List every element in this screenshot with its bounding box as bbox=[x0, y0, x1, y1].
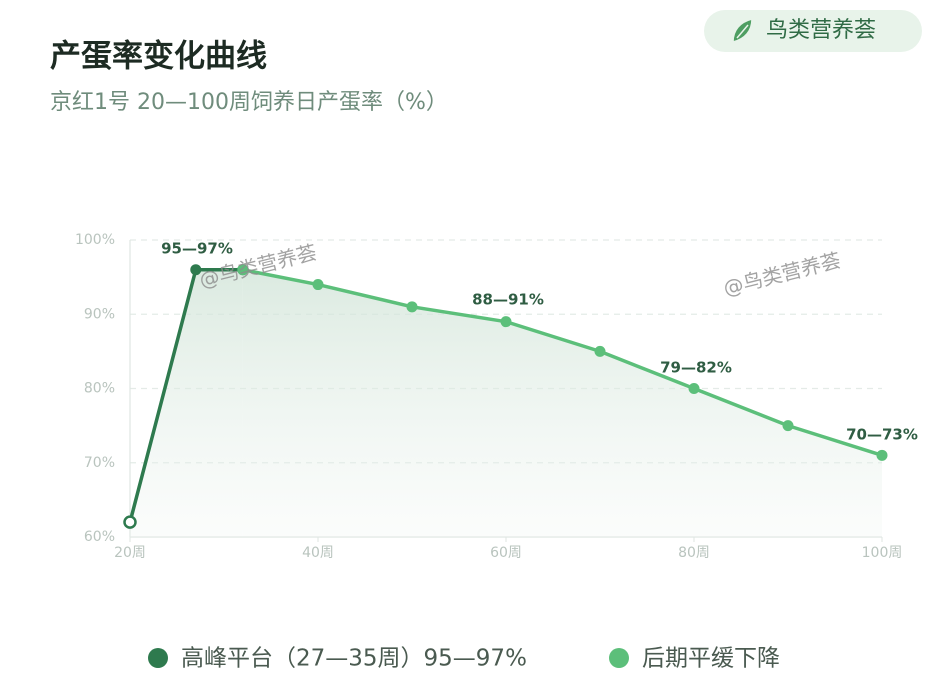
area bbox=[242, 269, 883, 537]
point bbox=[688, 383, 700, 394]
x-tick-label: 80周 bbox=[678, 545, 710, 561]
x-tick-label: 40周 bbox=[302, 545, 334, 561]
point bbox=[312, 279, 324, 291]
y-tick-label: 60% bbox=[84, 529, 115, 545]
point bbox=[190, 264, 202, 276]
annotation: 88—91% bbox=[472, 291, 544, 309]
legend-label: 后期平缓下降 bbox=[642, 646, 780, 672]
annotation: 79—82% bbox=[660, 359, 732, 377]
annotation: 70—73% bbox=[846, 426, 918, 444]
legend-swatch bbox=[148, 648, 168, 668]
legend-label: 高峰平台（27—35周）95—97% bbox=[181, 646, 527, 672]
point bbox=[876, 449, 888, 461]
y-tick-label: 80% bbox=[84, 381, 115, 397]
point bbox=[782, 420, 794, 432]
y-tick-label: 100% bbox=[75, 232, 115, 248]
chart-subtitle: 京红1号 20—100周饲养日产蛋率（%） bbox=[50, 90, 448, 115]
y-tick-label: 90% bbox=[84, 306, 115, 322]
plot: 60% 70% 80% 90% 100% 20周 40周 60周 80周 100周 95—97% 88… bbox=[75, 232, 918, 672]
leaf-icon bbox=[732, 18, 753, 43]
point bbox=[237, 264, 249, 276]
point bbox=[406, 301, 418, 313]
badge bbox=[704, 10, 922, 52]
point bbox=[500, 316, 512, 328]
badge-text: 鸟类营养荟 bbox=[766, 18, 876, 43]
point bbox=[123, 515, 137, 529]
legend-swatch bbox=[609, 648, 629, 668]
y-tick-label: 70% bbox=[84, 455, 115, 471]
point bbox=[594, 345, 606, 357]
chart-title: 产蛋率变化曲线 bbox=[50, 39, 267, 75]
line bbox=[242, 267, 883, 457]
annotation: 95—97% bbox=[161, 240, 233, 258]
x-tick-label: 100周 bbox=[862, 545, 903, 561]
x-tick-label: 20周 bbox=[114, 545, 146, 561]
x-tick-label: 60周 bbox=[490, 545, 522, 561]
area bbox=[130, 269, 243, 537]
